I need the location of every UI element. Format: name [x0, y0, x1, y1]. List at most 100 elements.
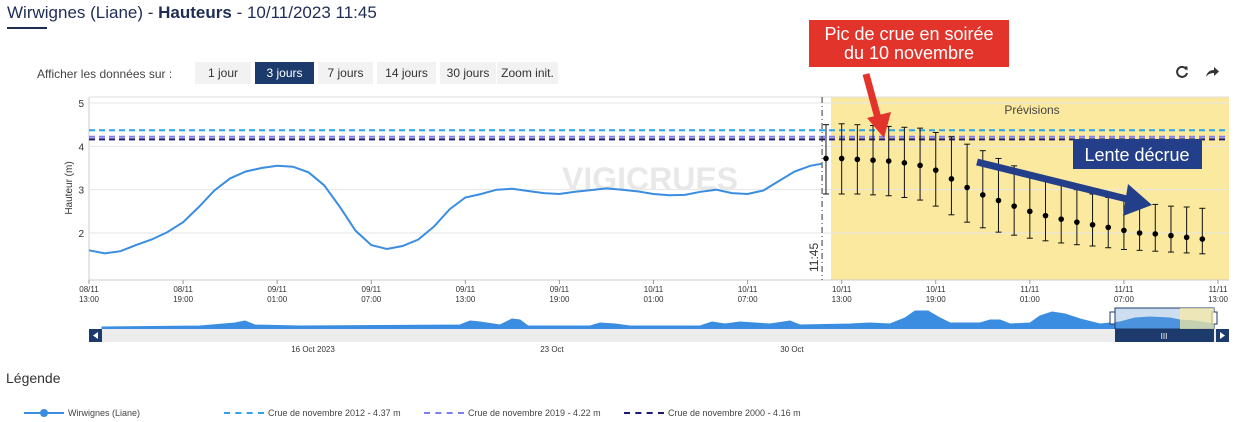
y-tick-label: 5: [78, 99, 84, 110]
forecast-point: [979, 192, 986, 198]
legend-line-crue-2012: [224, 412, 264, 414]
forecast-point: [1183, 234, 1190, 241]
forecast-point: [1121, 227, 1127, 234]
navigator[interactable]: [89, 307, 1229, 330]
y-axis-label: Hauteur (m): [64, 161, 75, 214]
observed-series-line: [88, 162, 823, 255]
title-underline: [7, 27, 47, 29]
forecast-point: [1136, 230, 1143, 236]
legend-item-crue-2000[interactable]: Crue de novembre 2000 - 4.16 m: [624, 406, 801, 420]
legend-item-crue-2012[interactable]: Crue de novembre 2012 - 4.37 m: [224, 406, 401, 420]
navigator-label: 23 Oct: [540, 345, 564, 354]
legend-line-crue-2000: [624, 412, 664, 414]
legend-item-observed[interactable]: Wirwignes (Liane): [24, 406, 140, 420]
forecast-point: [1074, 219, 1080, 225]
navigator-handle-left[interactable]: [1109, 311, 1116, 325]
range-14-days-button[interactable]: 14 jours: [377, 62, 436, 84]
legend-label: Crue de novembre 2012 - 4.37 m: [268, 408, 401, 418]
range-30-days-button[interactable]: 30 jours: [440, 62, 496, 84]
range-7-days-button[interactable]: 7 jours: [318, 62, 373, 84]
title-datetime: 10/11/2023 11:45: [246, 3, 377, 22]
forecast-point: [964, 184, 970, 191]
x-tick-label-time: 07:00: [361, 295, 382, 304]
x-tick-label-date: 10/11: [644, 285, 664, 294]
peak-annotation-line1: Pic de crue en soirée: [824, 24, 993, 44]
navigator-scrollbar[interactable]: III: [89, 329, 1229, 342]
x-tick-label-date: 11/11: [1209, 285, 1228, 294]
title-separator: -: [143, 3, 159, 22]
x-tick-label-time: 01:00: [1020, 295, 1041, 304]
decline-annotation-label: Lente décrue: [1084, 145, 1189, 165]
navigator-area: [101, 310, 1215, 330]
x-tick-label-time: 01:00: [643, 295, 664, 304]
forecast-point: [838, 155, 845, 162]
x-tick-label-date: 10/11: [738, 285, 758, 294]
x-tick-label-time: 07:00: [1114, 295, 1135, 304]
station-name: Wirwignes (Liane): [7, 3, 144, 22]
range-1-day-button[interactable]: 1 jour: [195, 62, 251, 84]
forecast-point: [1089, 221, 1096, 228]
x-tick-label-date: 09/11: [550, 285, 570, 294]
forecast-point: [995, 197, 1002, 204]
forecast-point: [1042, 212, 1049, 219]
legend-line-crue-2019: [424, 412, 464, 414]
peak-annotation-arrow: [862, 73, 891, 138]
navigator-label: 16 Oct 2023: [291, 345, 335, 354]
forecast-point: [948, 176, 955, 182]
now-marker-label: 11:45: [807, 243, 821, 272]
forecast-point: [1058, 216, 1064, 222]
navigator-forecast-zone: [1180, 308, 1214, 329]
legend-label: Crue de novembre 2019 - 4.22 m: [468, 408, 601, 418]
y-tick-label: 2: [78, 229, 84, 240]
forecast-point: [1152, 231, 1159, 237]
x-tick-label-time: 13:00: [79, 295, 100, 304]
peak-annotation-box: [809, 20, 1009, 67]
forecast-point: [901, 160, 908, 166]
section-name: Hauteurs: [158, 3, 232, 22]
zoom-reset-button[interactable]: Zoom init.: [497, 62, 558, 84]
x-tick-label-time: 19:00: [926, 295, 947, 304]
x-tick-label-date: 09/11: [456, 285, 476, 294]
forecast-label: Prévisions: [1004, 103, 1059, 117]
peak-annotation-line2: du 10 novembre: [844, 43, 974, 63]
legend-label: Crue de novembre 2000 - 4.16 m: [668, 408, 801, 418]
y-tick-label: 4: [78, 142, 84, 153]
page-title: Wirwignes (Liane) - Hauteurs - 10/11/202…: [7, 3, 377, 23]
x-tick-label-date: 11/11: [1020, 285, 1039, 294]
forecast-point: [932, 167, 939, 173]
navigator-label: 30 Oct: [780, 345, 804, 354]
forecast-point: [917, 162, 923, 169]
scrollbar-grip: III: [1161, 332, 1168, 341]
legend-title: Légende: [6, 370, 61, 386]
legend-line-observed: [24, 409, 64, 417]
x-tick-label-time: 01:00: [267, 295, 288, 304]
forecast-point: [854, 156, 861, 163]
x-tick-label-time: 13:00: [1208, 295, 1229, 304]
x-tick-label-time: 13:00: [455, 295, 476, 304]
x-tick-label-time: 13:00: [832, 295, 853, 304]
forecast-point: [1105, 224, 1112, 231]
scrollbar-thumb[interactable]: [1115, 329, 1214, 342]
forecast-point: [823, 155, 829, 162]
x-tick-label-date: 11/11: [1114, 285, 1133, 294]
forecast-point: [1027, 208, 1033, 215]
decline-annotation-arrow: [976, 158, 1152, 216]
legend-item-crue-2019[interactable]: Crue de novembre 2019 - 4.22 m: [424, 406, 601, 420]
x-tick-label-date: 09/11: [267, 285, 287, 294]
x-tick-label-date: 08/11: [79, 285, 99, 294]
forecast-point: [1011, 203, 1017, 209]
forecast-point: [1199, 236, 1206, 242]
range-3-days-button[interactable]: 3 jours: [255, 62, 314, 84]
x-tick-label-time: 19:00: [173, 295, 194, 304]
refresh-icon[interactable]: [1174, 64, 1190, 80]
x-tick-label-date: 10/11: [832, 285, 852, 294]
forecast-point: [870, 157, 876, 163]
x-tick-label-date: 10/11: [926, 285, 946, 294]
decline-annotation-box: [1073, 139, 1202, 169]
legend-label: Wirwignes (Liane): [68, 408, 141, 418]
share-arrow-icon[interactable]: [1204, 64, 1220, 80]
x-tick-label-time: 07:00: [738, 295, 759, 304]
forecast-point: [1168, 232, 1174, 239]
x-tick-label-time: 19:00: [549, 295, 570, 304]
